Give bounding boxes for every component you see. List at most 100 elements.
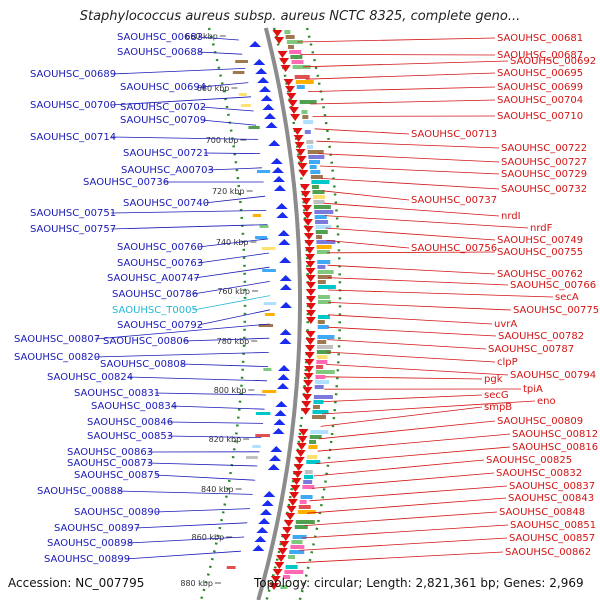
gene-label-left[interactable]: SAOUHSC_00736: [83, 177, 169, 188]
plus-strand-cds[interactable]: [303, 233, 314, 240]
gene-label-left[interactable]: SAOUHSC_00897: [54, 523, 140, 534]
gene-label-left[interactable]: SAOUHSC_00873: [67, 458, 153, 469]
gene-label-right[interactable]: eno: [537, 396, 556, 407]
plus-strand-cds[interactable]: [300, 408, 311, 415]
gene-label-right[interactable]: SAOUHSC_00710: [497, 111, 583, 122]
gene-label-right[interactable]: SAOUHSC_00727: [501, 157, 587, 168]
minus-strand-cds[interactable]: [268, 140, 281, 146]
gene-label-right[interactable]: tpiA: [523, 384, 543, 395]
gene-label-left[interactable]: SAOUHSC_00875: [74, 470, 160, 481]
gene-label-right[interactable]: SAOUHSC_00857: [509, 533, 595, 544]
plus-strand-cds[interactable]: [303, 380, 314, 387]
minus-strand-cds[interactable]: [261, 500, 274, 506]
plus-strand-cds[interactable]: [292, 128, 303, 135]
gene-label-left[interactable]: SAOUHSC_00807: [14, 334, 100, 345]
plus-strand-cds[interactable]: [296, 443, 307, 450]
plus-strand-cds[interactable]: [304, 247, 315, 254]
minus-strand-cds[interactable]: [252, 545, 265, 551]
gene-label-right[interactable]: SAOUHSC_00816: [512, 442, 598, 453]
gene-label-left[interactable]: SAOUHSC_00702: [120, 102, 206, 113]
gene-label-left[interactable]: SAOUHSC_00899: [44, 554, 130, 565]
gene-label-right[interactable]: nrdI: [501, 211, 521, 222]
minus-strand-cds[interactable]: [257, 77, 270, 83]
gene-label-right[interactable]: SAOUHSC_00692: [510, 56, 596, 67]
plus-strand-cds[interactable]: [305, 338, 316, 345]
plus-strand-cds[interactable]: [279, 541, 290, 548]
gene-label-right[interactable]: smpB: [484, 402, 512, 413]
minus-strand-cds[interactable]: [270, 446, 283, 452]
plus-strand-cds[interactable]: [286, 93, 297, 100]
gene-label-right[interactable]: nrdF: [530, 223, 553, 234]
gene-label-right[interactable]: uvrA: [494, 319, 517, 330]
plus-strand-cds[interactable]: [299, 184, 310, 191]
gene-label-left[interactable]: SAOUHSC_00846: [87, 417, 173, 428]
minus-strand-cds[interactable]: [278, 365, 291, 371]
plus-strand-cds[interactable]: [276, 555, 287, 562]
gene-label-left[interactable]: SAOUHSC_00683: [117, 32, 203, 43]
minus-strand-cds[interactable]: [279, 338, 292, 344]
gene-label-right[interactable]: SAOUHSC_00699: [497, 82, 583, 93]
gene-label-left[interactable]: SAOUHSC_00721: [123, 148, 209, 159]
plus-strand-cds[interactable]: [305, 275, 316, 282]
minus-strand-cds[interactable]: [274, 410, 287, 416]
plus-strand-cds[interactable]: [305, 254, 316, 261]
minus-strand-cds[interactable]: [256, 527, 269, 533]
plus-strand-cds[interactable]: [287, 499, 298, 506]
minus-strand-cds[interactable]: [253, 59, 266, 65]
plus-strand-cds[interactable]: [304, 366, 315, 373]
plus-strand-cds[interactable]: [272, 30, 283, 37]
gene-label-left[interactable]: SAOUHSC_00792: [117, 320, 203, 331]
gene-label-right[interactable]: SAOUHSC_00812: [512, 429, 598, 440]
gene-label-right[interactable]: SAOUHSC_00794: [510, 370, 596, 381]
gene-label-left[interactable]: SAOUHSC_00890: [74, 507, 160, 518]
gene-label-left[interactable]: SAOUHSC_00888: [37, 486, 123, 497]
gene-label-left[interactable]: SAOUHSC_00786: [112, 289, 198, 300]
plus-strand-cds[interactable]: [301, 401, 312, 408]
gene-label-left[interactable]: SAOUHSC_00820: [14, 352, 100, 363]
minus-strand-cds[interactable]: [249, 41, 262, 47]
plus-strand-cds[interactable]: [298, 429, 309, 436]
gene-label-right[interactable]: SAOUHSC_00756: [411, 243, 497, 254]
plus-strand-cds[interactable]: [277, 51, 288, 58]
gene-label-left[interactable]: SAOUHSC_00853: [87, 431, 173, 442]
minus-strand-cds[interactable]: [276, 212, 289, 218]
gene-label-left[interactable]: SAOUHSC_00898: [47, 538, 133, 549]
plus-strand-cds[interactable]: [284, 86, 295, 93]
gene-label-right[interactable]: secG: [484, 390, 509, 401]
gene-label-right[interactable]: SAOUHSC_00737: [411, 195, 497, 206]
minus-strand-cds[interactable]: [277, 374, 290, 380]
gene-label-right[interactable]: SAOUHSC_00713: [411, 129, 497, 140]
gene-label-right[interactable]: SAOUHSC_00762: [497, 269, 583, 280]
plus-strand-cds[interactable]: [291, 478, 302, 485]
plus-strand-cds[interactable]: [268, 583, 279, 590]
plus-strand-cds[interactable]: [302, 212, 313, 219]
plus-strand-cds[interactable]: [274, 562, 285, 569]
gene-label-left[interactable]: SAOUHSC_00689: [30, 69, 116, 80]
plus-strand-cds[interactable]: [294, 142, 305, 149]
minus-strand-cds[interactable]: [279, 329, 292, 335]
plus-strand-cds[interactable]: [303, 219, 314, 226]
plus-strand-cds[interactable]: [293, 464, 304, 471]
minus-strand-cds[interactable]: [259, 509, 272, 515]
gene-label-left[interactable]: SAOUHSC_00806: [103, 336, 189, 347]
gene-label-left[interactable]: SAOUHSC_00694: [120, 82, 206, 93]
minus-strand-cds[interactable]: [258, 518, 271, 524]
minus-strand-cds[interactable]: [278, 239, 291, 245]
gene-label-left[interactable]: SAOUHSC_A00747: [107, 273, 200, 284]
plus-strand-cds[interactable]: [305, 296, 316, 303]
minus-strand-cds[interactable]: [272, 176, 285, 182]
gene-label-left[interactable]: SAOUHSC_00757: [30, 224, 116, 235]
plus-strand-cds[interactable]: [288, 107, 299, 114]
gene-label-right[interactable]: SAOUHSC_00837: [509, 481, 595, 492]
plus-strand-cds[interactable]: [295, 450, 306, 457]
minus-strand-cds[interactable]: [276, 383, 289, 389]
minus-strand-cds[interactable]: [279, 275, 292, 281]
gene-label-right[interactable]: SAOUHSC_00695: [497, 68, 583, 79]
plus-strand-cds[interactable]: [286, 506, 297, 513]
gene-label-right[interactable]: SAOUHSC_00722: [501, 143, 587, 154]
plus-strand-cds[interactable]: [305, 331, 316, 338]
plus-strand-cds[interactable]: [304, 359, 315, 366]
minus-strand-cds[interactable]: [255, 68, 268, 74]
plus-strand-cds[interactable]: [290, 114, 301, 121]
